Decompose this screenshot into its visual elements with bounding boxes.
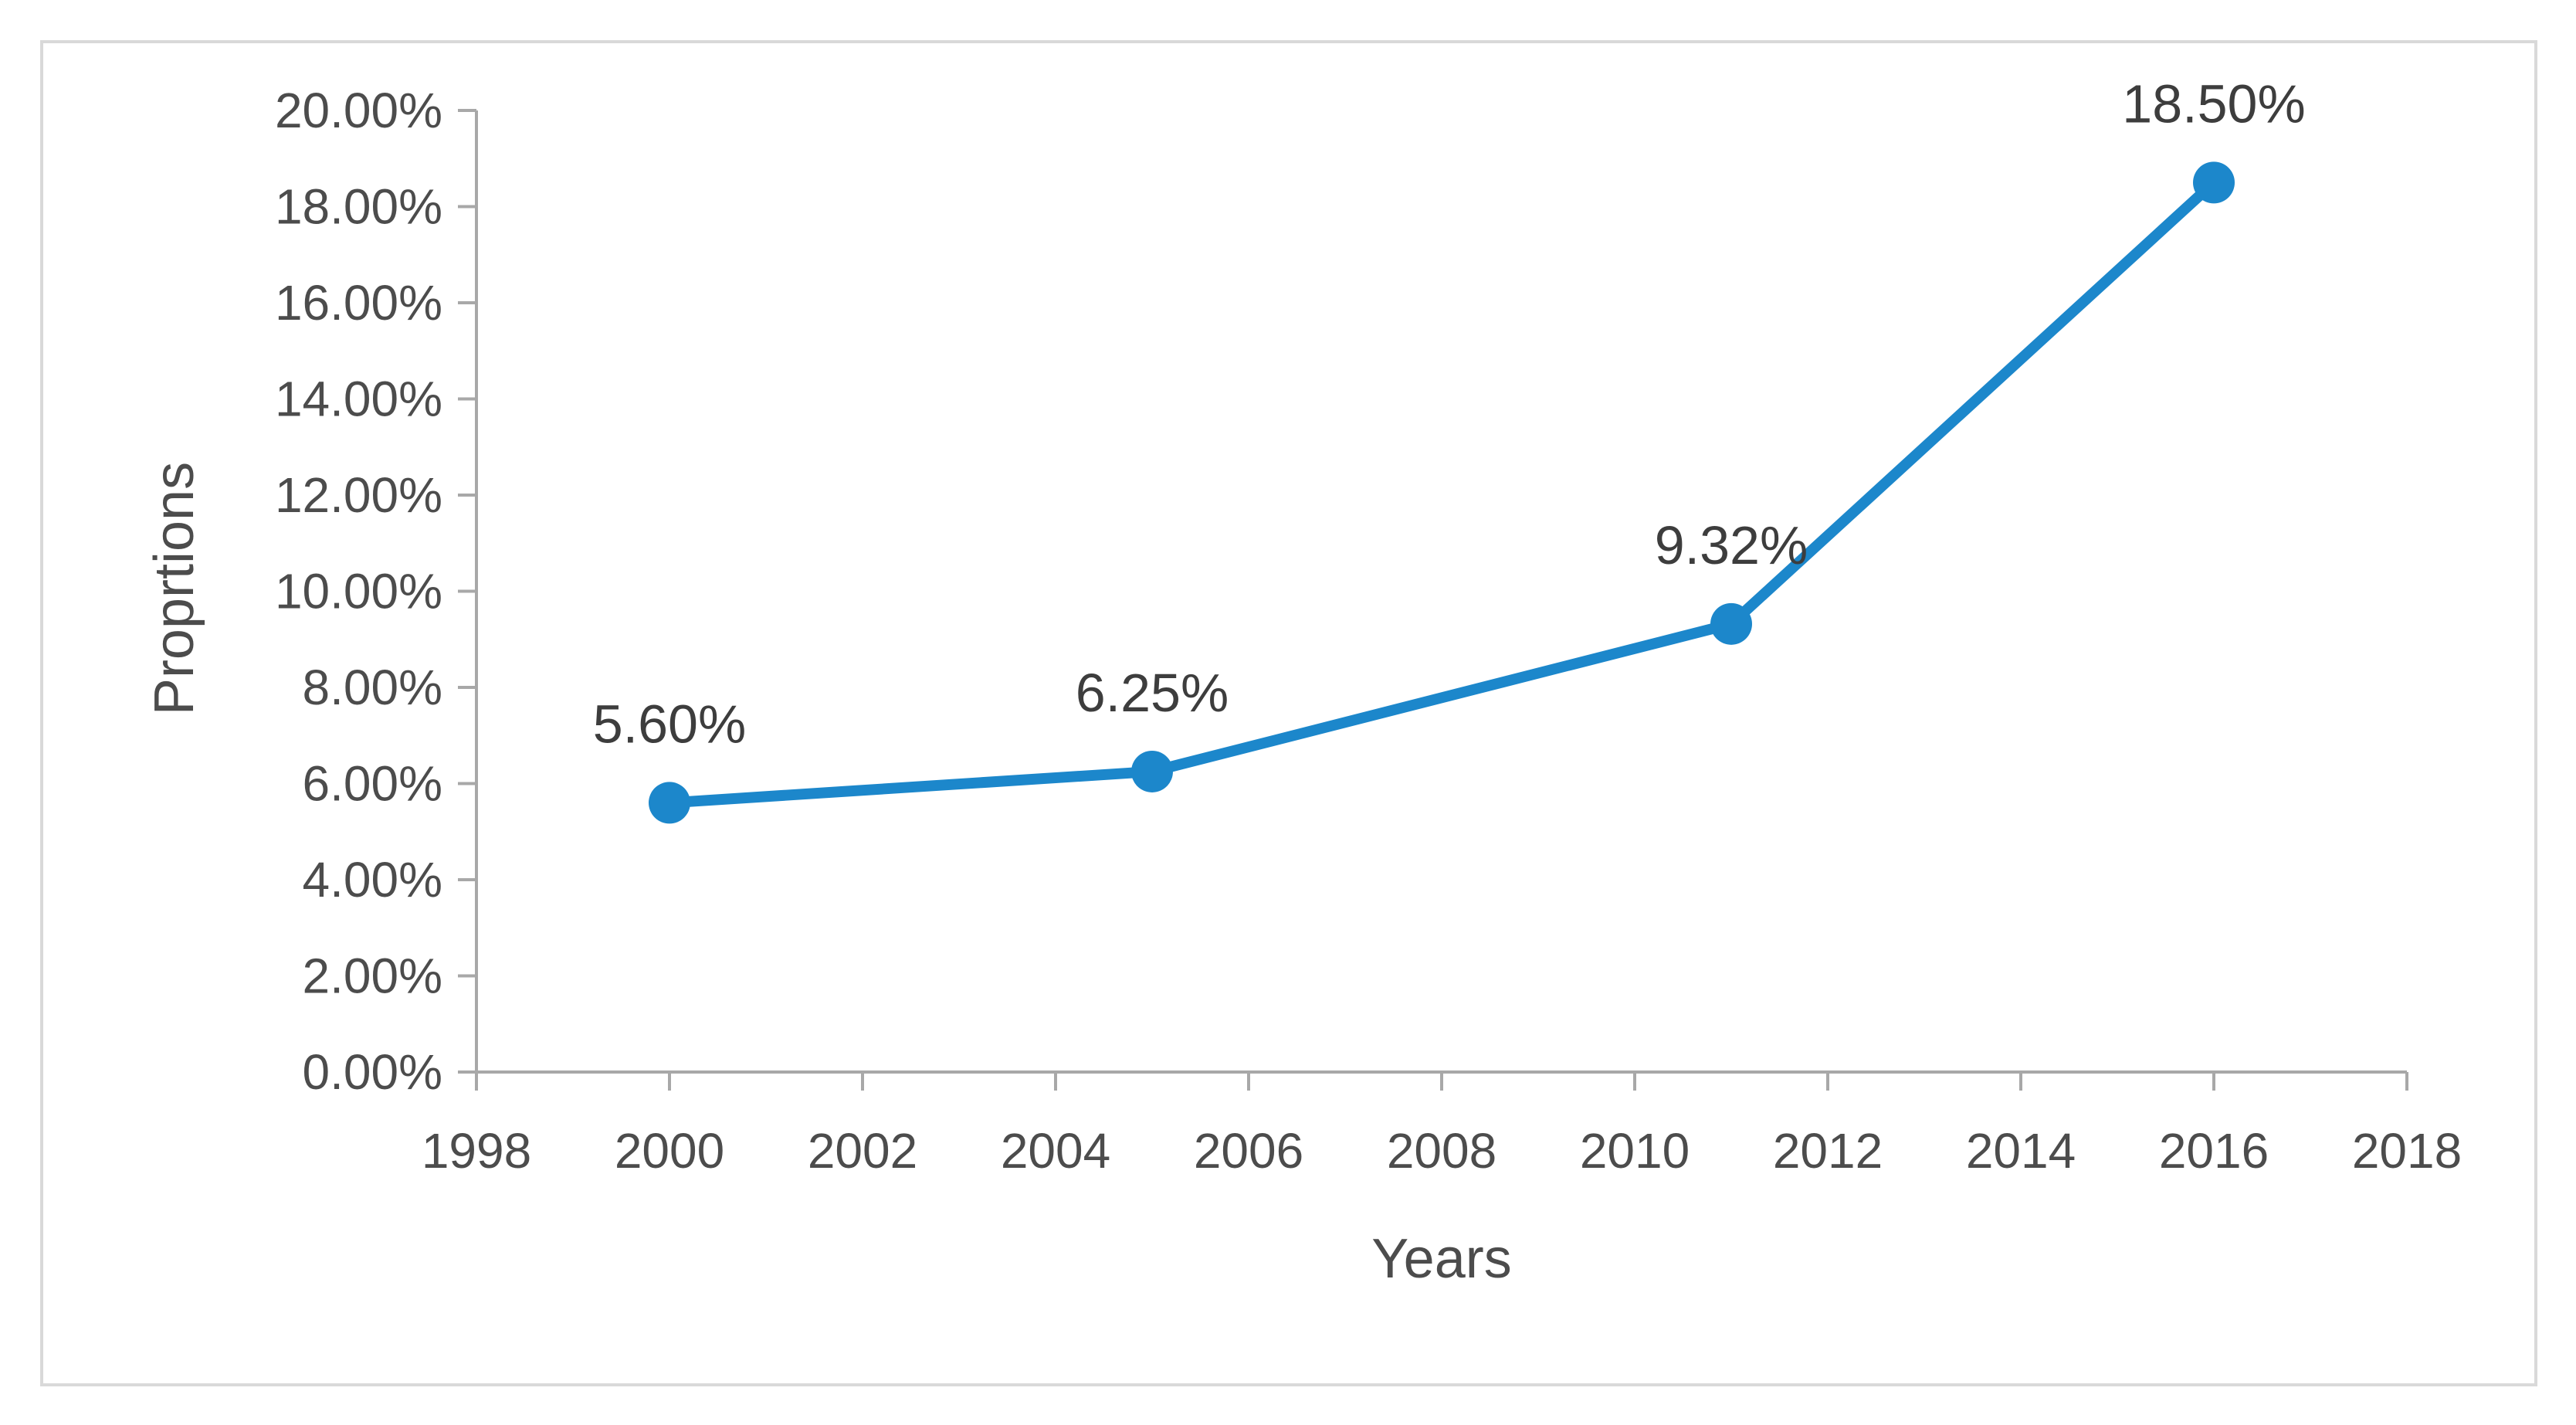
data-point-label: 5.60% [593, 694, 746, 754]
y-axis-title: Proprtions [144, 461, 205, 716]
y-tick-label: 8.00% [303, 660, 442, 715]
x-tick-label: 2006 [1194, 1123, 1303, 1179]
x-tick-label: 2002 [808, 1123, 917, 1179]
x-tick-label: 2014 [1966, 1123, 2076, 1179]
x-tick-label: 2008 [1387, 1123, 1496, 1179]
data-point-marker [2193, 161, 2235, 204]
x-axis-title: Years [1371, 1228, 1512, 1290]
x-tick-label: 2004 [1001, 1123, 1110, 1179]
data-point-marker [1131, 750, 1173, 792]
x-tick-label: 2000 [615, 1123, 724, 1179]
y-tick-label: 10.00% [275, 564, 442, 619]
y-tick-label: 18.00% [275, 179, 442, 235]
data-point-marker [1710, 602, 1752, 645]
y-tick-label: 6.00% [303, 756, 442, 812]
x-tick-label: 1998 [422, 1123, 531, 1179]
data-point-marker [649, 782, 690, 824]
x-tick-label: 2010 [1580, 1123, 1690, 1179]
data-point-label: 18.50% [2122, 73, 2305, 134]
x-tick-label: 2012 [1773, 1123, 1883, 1179]
y-tick-label: 4.00% [303, 852, 442, 908]
y-tick-label: 0.00% [303, 1044, 442, 1100]
x-tick-label: 2016 [2159, 1123, 2269, 1179]
data-point-label: 9.32% [1655, 515, 1808, 575]
y-tick-label: 16.00% [275, 275, 442, 331]
y-tick-label: 12.00% [275, 467, 442, 523]
y-tick-label: 14.00% [275, 372, 442, 427]
y-tick-label: 2.00% [303, 948, 442, 1004]
data-point-label: 6.25% [1076, 663, 1229, 723]
y-tick-label: 20.00% [275, 83, 442, 138]
x-tick-label: 2018 [2352, 1123, 2462, 1179]
data-series-line [664, 177, 2219, 809]
